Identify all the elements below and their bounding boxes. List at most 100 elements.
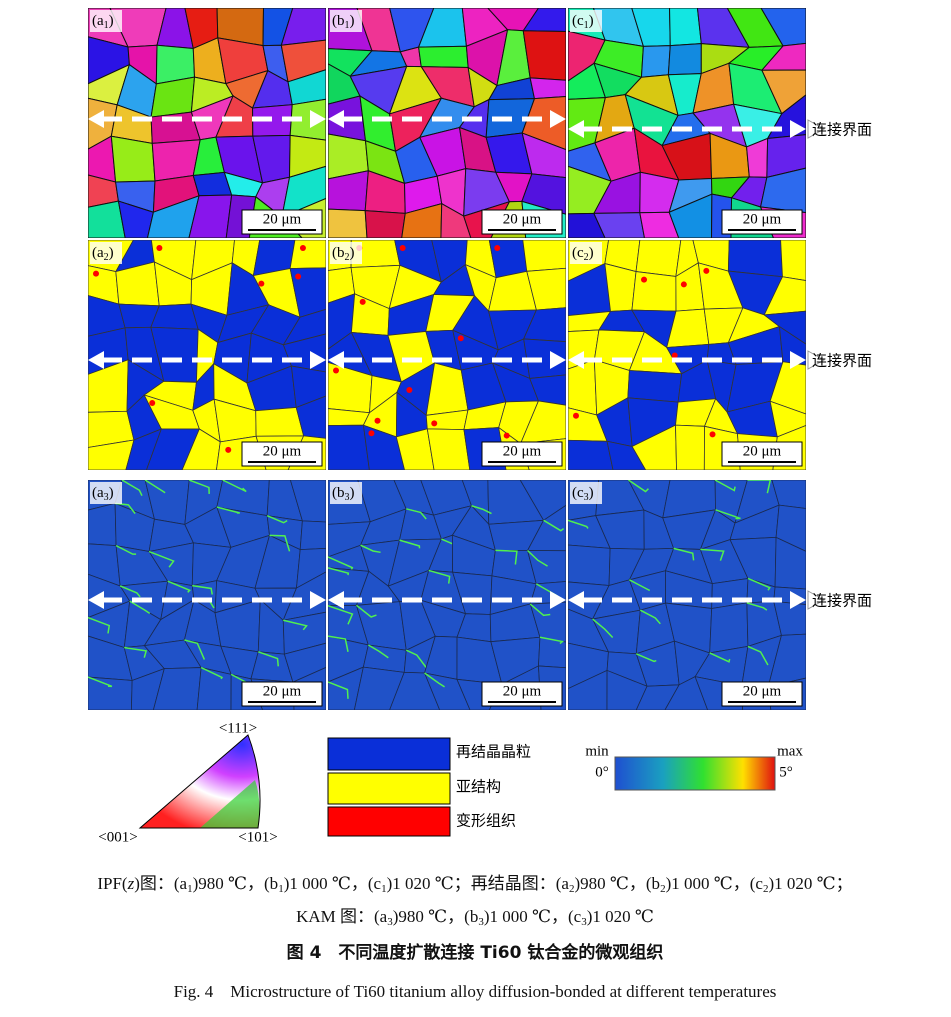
kam-label: min [585,743,609,759]
label-text: ) [109,245,114,261]
deformed [156,245,163,251]
label-text: (a [92,13,104,29]
label-text: ) [350,485,355,501]
kam-high [360,544,381,554]
kam-high [399,539,421,549]
grain [280,8,326,46]
grain [763,276,806,316]
grain [523,307,566,343]
arrow-head [88,110,104,128]
label-sub: 1 [584,20,589,31]
label-text: ) [109,485,114,501]
kam-high [216,506,240,514]
grain [117,200,154,238]
kam-high [628,480,649,493]
grain [299,520,326,551]
grain [522,8,566,32]
deformed [258,280,265,287]
grain [771,480,806,509]
micrograph: (a3) 20 μm [88,480,326,710]
grain [362,424,405,470]
caption-title-en: Fig. 4 Microstructure of Ti60 titanium a… [174,982,777,1001]
deformed [374,417,381,424]
arrow-head [328,110,344,128]
deformed [680,281,687,288]
kam-high [714,480,736,492]
label-text: ) [109,13,114,29]
caption-text: )1 020 ℃；再结晶图：(a [387,874,570,893]
grain [526,504,566,552]
label-text: (b [332,245,345,261]
kam-high [428,569,451,584]
kam-high [495,549,518,565]
arrow-head [310,110,326,128]
label-sub: 1 [345,20,350,31]
caption-text: )图：(a [134,874,187,893]
kam-high [328,567,350,576]
arrow-head [88,591,104,609]
label-text: (b [332,485,345,501]
grain [640,45,671,78]
kam-high [747,480,772,494]
scale-label: 20 μm [503,443,542,459]
legend-swatch [327,772,451,805]
grain [526,267,566,311]
kam-high [148,550,175,568]
micrograph: (a1) 20 μm [88,8,326,238]
kam-high [283,619,308,631]
grain [423,672,471,710]
label-text: (a [92,485,104,501]
caption-sub: 2 [660,883,666,895]
scale-label: 20 μm [263,443,302,459]
grain [568,544,611,586]
grain [760,42,806,71]
ipf-triangle-green [200,780,260,828]
interface-label: 连接界面 [812,352,872,370]
kam-high [715,509,741,520]
grain [289,240,326,269]
kam-high [635,653,657,663]
grain [780,240,806,281]
grain [110,135,156,183]
caption-text: )980 ℃，(b [193,874,279,893]
label-text: ) [589,485,594,501]
label-text: (c [572,485,584,501]
grain [778,325,806,366]
kam-high [529,603,551,617]
label-text: (c [572,245,584,261]
label-text: (a [92,245,104,261]
legends: <111> <001> <101> 再结晶晶粒 亚结构 变形组织 min max… [98,720,803,845]
caption-text: KAM 图：(a [296,907,388,926]
grain [401,203,443,238]
kam-high [471,505,492,515]
arrow-head [328,591,344,609]
grain [289,134,326,178]
grain [568,669,608,710]
grain [759,167,806,214]
deformed [93,270,99,277]
grain [328,424,370,470]
grain [775,504,806,552]
caption-text: )1 000 ℃，(c [666,874,764,893]
grain [675,424,705,470]
arrow-head [310,351,326,369]
grain [196,667,232,710]
grain [328,208,368,238]
label-bg [90,482,122,504]
grain [774,536,806,590]
kam-high [629,579,651,592]
legend-swatch [327,806,451,837]
micrograph: (b2) 20 μm [328,240,566,470]
kam-high [539,636,565,645]
grain [606,669,648,710]
scale-label: 20 μm [503,211,542,227]
grain [146,195,200,238]
label-text: ) [350,245,355,261]
grain [287,69,326,106]
kam-high [88,676,113,688]
grain [631,271,677,312]
kam-colorbar [614,756,776,791]
arrow-head [550,351,566,369]
grain [88,439,135,470]
